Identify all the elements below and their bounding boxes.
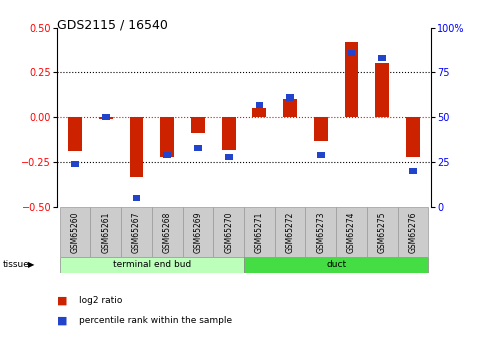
Bar [317,152,325,158]
Bar [397,207,428,257]
Text: tissue: tissue [2,260,30,269]
Bar [244,207,275,257]
Text: GSM65269: GSM65269 [193,211,203,253]
Text: GSM65275: GSM65275 [378,211,387,253]
Bar [99,117,113,119]
Text: GSM65272: GSM65272 [285,211,295,253]
Bar [60,207,91,257]
Text: ■: ■ [57,316,67,326]
Text: duct: duct [326,260,346,269]
Bar [379,55,386,61]
Bar [345,42,358,117]
Bar [348,50,355,56]
Text: GSM65276: GSM65276 [408,211,418,253]
Bar [160,117,174,157]
Bar [71,161,79,167]
Text: GSM65261: GSM65261 [102,211,110,253]
Bar [68,117,82,151]
Bar [191,117,205,134]
Text: terminal end bud: terminal end bud [113,260,191,269]
Bar [255,101,263,108]
Bar [225,154,233,160]
Bar [194,145,202,151]
Bar [314,117,328,141]
Text: percentile rank within the sample: percentile rank within the sample [79,316,232,325]
Text: GSM65271: GSM65271 [255,211,264,253]
Bar [213,207,244,257]
Bar [222,117,236,150]
Bar [336,207,367,257]
Bar [406,117,420,157]
Bar [244,257,428,273]
Text: GDS2115 / 16540: GDS2115 / 16540 [57,19,168,32]
Bar [275,207,306,257]
Bar [163,152,171,158]
Bar [60,257,244,273]
Bar [252,108,266,117]
Bar [306,207,336,257]
Text: GSM65260: GSM65260 [70,211,80,253]
Bar [130,117,143,177]
Bar [102,114,109,120]
Text: GSM65270: GSM65270 [224,211,233,253]
Text: log2 ratio: log2 ratio [79,296,122,305]
Bar [182,207,213,257]
Bar [283,99,297,117]
Text: ■: ■ [57,295,67,305]
Text: GSM65267: GSM65267 [132,211,141,253]
Bar [91,207,121,257]
Bar [133,195,141,201]
Bar [375,63,389,117]
Bar [152,207,182,257]
Text: ▶: ▶ [28,260,35,269]
Bar [367,207,397,257]
Text: GSM65274: GSM65274 [347,211,356,253]
Bar [409,168,417,174]
Bar [286,95,294,101]
Text: GSM65273: GSM65273 [317,211,325,253]
Bar [121,207,152,257]
Text: GSM65268: GSM65268 [163,211,172,253]
